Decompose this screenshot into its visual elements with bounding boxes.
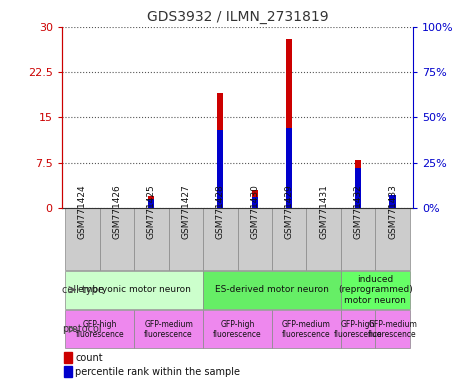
- Text: GSM771432: GSM771432: [353, 184, 362, 239]
- Bar: [375, 208, 410, 270]
- Text: GFP-medium
fluorescence: GFP-medium fluorescence: [282, 319, 331, 339]
- Bar: [134, 310, 203, 348]
- Bar: [65, 271, 203, 309]
- Bar: [286, 39, 292, 208]
- Bar: [390, 195, 396, 208]
- Bar: [65, 310, 134, 348]
- Bar: [217, 93, 223, 208]
- Bar: [169, 208, 203, 270]
- Text: protocol: protocol: [62, 324, 102, 334]
- Bar: [134, 208, 169, 270]
- Text: GSM771427: GSM771427: [181, 184, 190, 239]
- Text: GFP-high
fluorescence: GFP-high fluorescence: [334, 319, 382, 339]
- Text: ES-derived motor neuron: ES-derived motor neuron: [215, 285, 329, 294]
- Text: embryonic motor neuron: embryonic motor neuron: [78, 285, 190, 294]
- Text: GSM771431: GSM771431: [319, 184, 328, 239]
- Bar: [375, 310, 410, 348]
- Bar: [355, 168, 361, 208]
- Text: GSM771424: GSM771424: [78, 184, 87, 239]
- Bar: [341, 208, 375, 270]
- Text: GFP-medium
fluorescence: GFP-medium fluorescence: [368, 319, 417, 339]
- Bar: [252, 197, 258, 208]
- Bar: [64, 366, 72, 377]
- Bar: [65, 208, 100, 270]
- Bar: [148, 196, 154, 208]
- Text: induced
(reprogrammed)
motor neuron: induced (reprogrammed) motor neuron: [338, 275, 413, 305]
- Bar: [203, 208, 238, 270]
- Bar: [306, 208, 341, 270]
- Bar: [355, 159, 361, 208]
- Text: GFP-medium
fluorescence: GFP-medium fluorescence: [144, 319, 193, 339]
- Text: GSM771428: GSM771428: [216, 184, 225, 239]
- Text: count: count: [75, 353, 103, 363]
- Bar: [252, 190, 258, 208]
- Title: GDS3932 / ILMN_2731819: GDS3932 / ILMN_2731819: [147, 10, 328, 25]
- Bar: [341, 310, 375, 348]
- Text: GSM771425: GSM771425: [147, 184, 156, 239]
- Bar: [100, 208, 134, 270]
- Bar: [203, 310, 272, 348]
- Bar: [64, 352, 72, 363]
- Text: GSM771429: GSM771429: [285, 184, 294, 239]
- Bar: [272, 310, 341, 348]
- Bar: [238, 208, 272, 270]
- Bar: [286, 128, 292, 208]
- Bar: [341, 271, 410, 309]
- Bar: [203, 271, 341, 309]
- Text: GSM771426: GSM771426: [113, 184, 122, 239]
- Bar: [390, 196, 396, 208]
- Bar: [148, 199, 154, 208]
- Bar: [217, 130, 223, 208]
- Text: GSM771433: GSM771433: [388, 184, 397, 239]
- Text: GFP-high
fluorescence: GFP-high fluorescence: [76, 319, 124, 339]
- Text: GSM771430: GSM771430: [250, 184, 259, 239]
- Bar: [272, 208, 306, 270]
- Text: cell type: cell type: [62, 285, 104, 295]
- Text: GFP-high
fluorescence: GFP-high fluorescence: [213, 319, 262, 339]
- Text: percentile rank within the sample: percentile rank within the sample: [75, 367, 240, 377]
